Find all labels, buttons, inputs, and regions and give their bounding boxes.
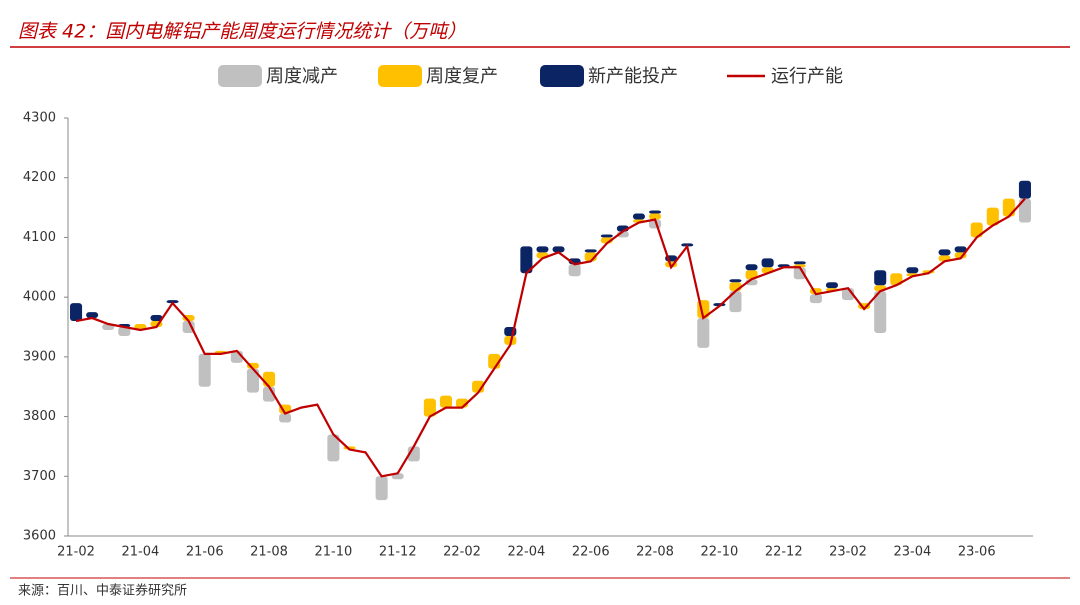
- bar: [874, 270, 887, 286]
- bar: [906, 267, 919, 274]
- legend-label: 运行产能: [771, 66, 843, 87]
- bar: [649, 210, 662, 214]
- bar: [954, 246, 967, 253]
- bar: [375, 476, 388, 501]
- legend-label: 周度减产: [266, 66, 338, 87]
- bar: [986, 207, 999, 226]
- source: 来源：百川、中泰证券研究所: [18, 583, 187, 599]
- y-tick-label: 3700: [23, 469, 56, 484]
- x-tick-label: 23-02: [829, 545, 867, 560]
- bar: [263, 371, 276, 387]
- bar: [150, 315, 163, 322]
- bar: [632, 213, 645, 220]
- bar: [793, 261, 806, 265]
- bar: [697, 318, 710, 348]
- bar: [118, 327, 131, 336]
- x-tick-label: 21-02: [57, 545, 95, 560]
- bar: [649, 213, 662, 220]
- bar: [890, 273, 903, 286]
- bar: [938, 249, 951, 256]
- bar: [536, 246, 549, 253]
- y-tick-label: 4300: [23, 111, 56, 126]
- bar: [729, 279, 742, 283]
- y-tick-label: 4200: [23, 170, 56, 185]
- bar: [1018, 198, 1031, 223]
- x-tick-label: 23-06: [958, 545, 996, 560]
- x-tick-label: 21-10: [314, 545, 352, 560]
- x-tick-label: 22-02: [443, 545, 481, 560]
- bar: [1018, 180, 1031, 199]
- x-tick-label: 21-12: [379, 545, 417, 560]
- bar: [745, 264, 758, 271]
- bar: [198, 353, 211, 387]
- bar: [761, 258, 774, 268]
- bar: [520, 246, 533, 274]
- x-tick-label: 21-06: [186, 545, 224, 560]
- legend-swatch: [540, 65, 584, 87]
- bar: [552, 246, 565, 253]
- bar: [439, 395, 452, 408]
- legend-label: 新产能投产: [588, 66, 678, 87]
- bar: [279, 413, 292, 423]
- bar: [600, 234, 613, 238]
- bar: [86, 312, 99, 319]
- bar: [809, 294, 822, 304]
- x-tick-label: 22-08: [636, 545, 674, 560]
- x-tick-label: 23-04: [893, 545, 931, 560]
- bar: [568, 264, 581, 277]
- bar: [182, 321, 195, 333]
- bar: [874, 291, 887, 333]
- x-tick-label: 22-10: [700, 545, 738, 560]
- bar: [825, 282, 838, 289]
- x-tick-label: 22-04: [507, 545, 545, 560]
- bar: [423, 398, 436, 417]
- x-tick-label: 22-12: [765, 545, 803, 560]
- x-tick-label: 22-06: [572, 545, 610, 560]
- y-tick-label: 4100: [23, 230, 56, 245]
- x-tick-label: 21-08: [250, 545, 288, 560]
- bar: [1002, 198, 1015, 217]
- legend-swatch: [378, 65, 422, 87]
- y-tick-label: 4000: [23, 290, 56, 305]
- bar: [729, 291, 742, 313]
- bar: [970, 222, 983, 238]
- y-tick-label: 3900: [23, 349, 56, 364]
- legend-swatch: [218, 65, 262, 87]
- chart-title: 图表 42：国内电解铝产能周度运行情况统计（万吨）: [18, 21, 466, 43]
- bar: [584, 249, 597, 253]
- line: [75, 197, 1026, 478]
- x-tick-label: 21-04: [121, 545, 159, 560]
- bar: [70, 303, 83, 322]
- bar: [327, 434, 340, 462]
- y-tick-label: 3800: [23, 409, 56, 424]
- legend-label: 周度复产: [426, 66, 498, 87]
- y-tick-label: 3600: [23, 529, 56, 544]
- bar: [246, 368, 259, 393]
